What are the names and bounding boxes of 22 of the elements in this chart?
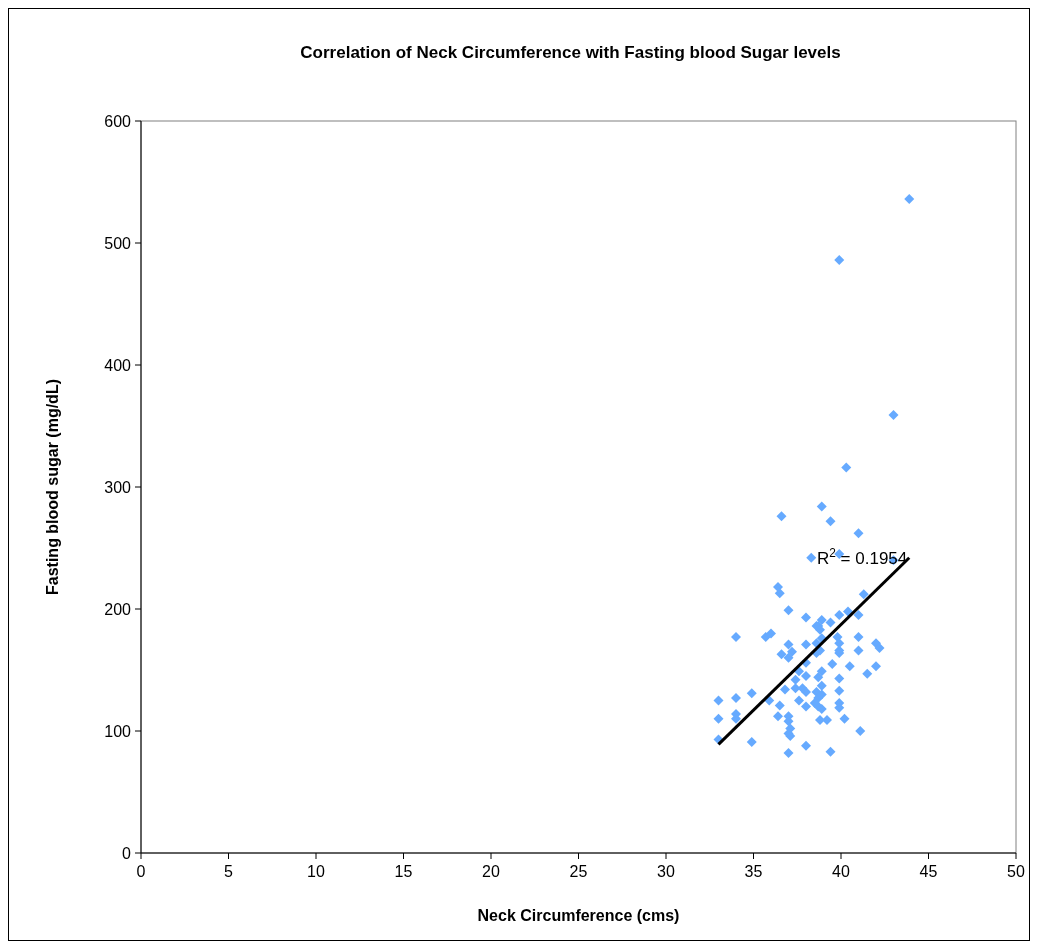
x-tick-label: 25 [569, 863, 588, 880]
x-tick-label: 20 [482, 863, 500, 880]
x-tick-label: 35 [744, 863, 763, 880]
y-tick-label: 300 [104, 478, 132, 496]
y-tick-label: 0 [122, 844, 132, 862]
x-tick-label: 5 [224, 863, 234, 880]
x-tick-label: 30 [657, 863, 675, 880]
x-tick-label: 40 [832, 863, 850, 880]
y-axis-title: Fasting blood sugar (mg/dL) [44, 379, 61, 595]
x-tick-label: 10 [307, 863, 325, 880]
chart-title: Correlation of Neck Circumference with Fasting blood Sugar levels [300, 43, 841, 62]
x-tick-label: 50 [1007, 863, 1025, 880]
y-tick-label: 500 [104, 234, 132, 252]
annotation: R$^{2}$ = 0.1954 [816, 545, 908, 568]
x-axis-title: Neck Circumference (cms) [477, 907, 680, 924]
x-tick-label: 45 [919, 863, 938, 880]
y-tick-label: 400 [104, 356, 132, 374]
y-tick-label: 200 [104, 600, 132, 618]
y-tick-label: 100 [104, 722, 132, 740]
x-tick-label: 0 [136, 863, 146, 880]
x-tick-label: 15 [394, 863, 413, 880]
y-tick-label: 600 [104, 112, 132, 130]
